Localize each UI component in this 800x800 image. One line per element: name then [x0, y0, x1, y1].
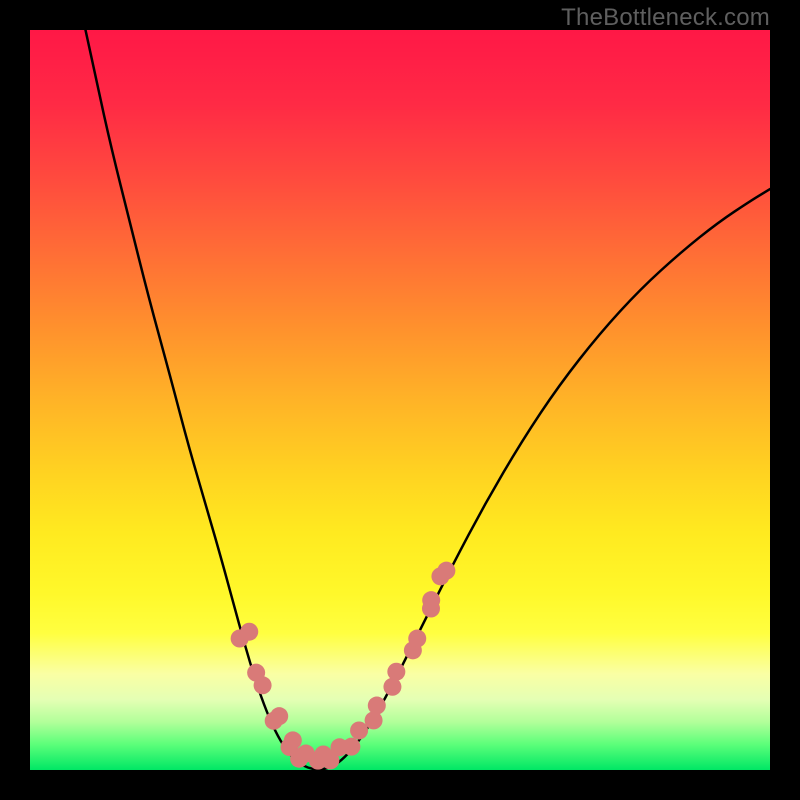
bottleneck-chart-canvas [0, 0, 800, 800]
chart-stage: TheBottleneck.com [0, 0, 800, 800]
